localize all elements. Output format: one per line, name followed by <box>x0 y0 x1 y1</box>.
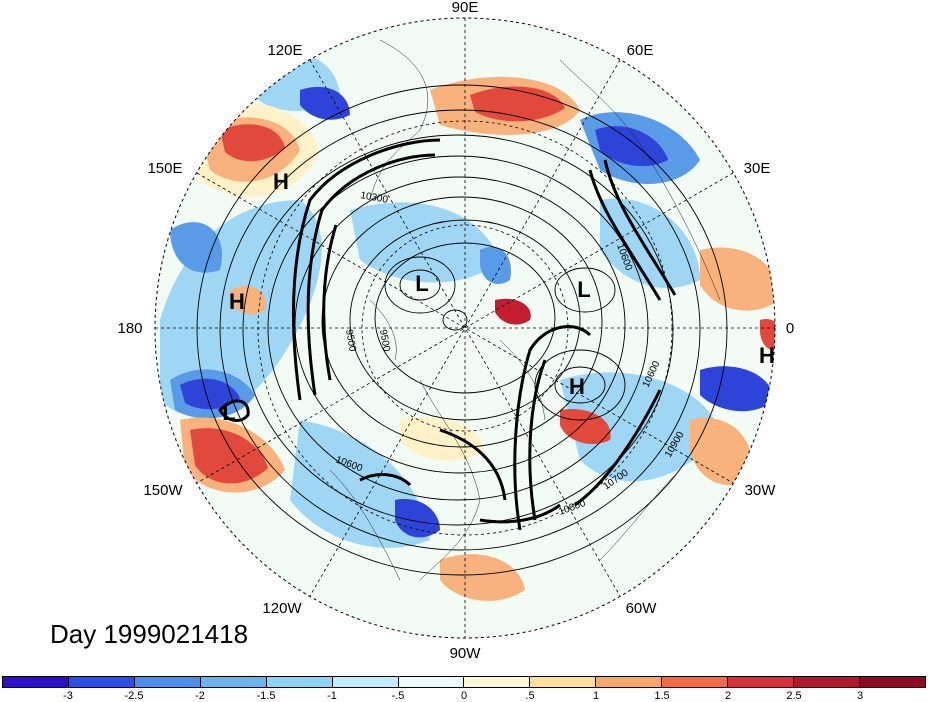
colorbar-swatch <box>266 677 333 687</box>
colorbar-tick-label: .5 <box>525 690 535 702</box>
low-center-polar: L <box>415 271 428 296</box>
colorbar-swatch <box>398 677 465 687</box>
lon-label-30w: 30W <box>745 482 777 499</box>
colorbar-tick-label: 2.5 <box>786 690 802 702</box>
high-center-atlantic: H <box>569 374 585 399</box>
contour-label: 9500 <box>343 329 358 353</box>
colorbar-swatch <box>662 677 729 687</box>
colorbar-tick-label: 1 <box>592 690 600 702</box>
high-center-pacific: H <box>229 289 245 314</box>
colorbar-swatch <box>332 677 399 687</box>
colorbar-swatch <box>596 677 663 687</box>
colorbar-swatch <box>134 677 201 687</box>
colorbar-tick-label: -1.5 <box>256 690 276 702</box>
colorbar-swatch <box>728 677 795 687</box>
lon-label-150w: 150W <box>143 482 183 499</box>
lon-label-150e: 150E <box>147 160 182 177</box>
high-center-edge: H <box>759 343 775 368</box>
colorbar-swatch <box>3 677 69 687</box>
colorbar-tick-label: 0 <box>460 690 468 702</box>
low-center-aleutian: L <box>222 400 235 425</box>
high-center-siberia: H <box>273 169 289 194</box>
plot-title: Day 1999021418 <box>50 619 249 649</box>
colorbar-swatch <box>68 677 135 687</box>
contour-label: 10300 <box>359 190 389 206</box>
colorbar-swatch <box>794 677 860 687</box>
coastlines <box>329 39 721 581</box>
colorbar-tick-label: 1.5 <box>654 690 670 702</box>
lon-label-90e: 90E <box>452 0 479 16</box>
polar-map: 90E 120E 60E 150E 30E 180 0 150W 30W 120… <box>117 0 794 662</box>
lon-label-30e: 30E <box>744 160 771 177</box>
colorbar-tick-label: -3 <box>63 690 73 702</box>
colorbar-tick-label: -.5 <box>391 690 405 702</box>
lon-label-60e: 60E <box>627 42 654 59</box>
colorbar <box>2 676 926 688</box>
colorbar-tick-label: -2 <box>195 690 205 702</box>
colorbar-swatch <box>530 677 597 687</box>
lon-label-0: 0 <box>786 320 794 337</box>
jet-contours <box>218 138 677 531</box>
graticule <box>155 18 775 638</box>
colorbar-tick-label: 2 <box>724 690 732 702</box>
map-boundary <box>154 17 776 639</box>
colorbar-swatch <box>464 677 531 687</box>
lon-label-180: 180 <box>117 320 142 337</box>
colorbar-swatch <box>859 677 925 687</box>
colorbar-labels: -3 -2.5 -2 -1.5 -1 -.5 0 .5 1 1.5 2 2.5 3 <box>2 690 926 702</box>
lon-label-120w: 120W <box>262 600 302 617</box>
colorbar-tick-label: 3 <box>856 690 864 702</box>
colorbar-tick-label: -2.5 <box>124 690 144 702</box>
contour-label: 9500 <box>377 329 392 353</box>
lon-label-90w: 90W <box>450 645 482 662</box>
colorbar-swatch <box>200 677 267 687</box>
colorbar-tick-label: -1 <box>327 690 337 702</box>
lon-label-60w: 60W <box>626 600 658 617</box>
low-center-europe: L <box>577 277 590 302</box>
lon-label-120e: 120E <box>267 42 302 59</box>
